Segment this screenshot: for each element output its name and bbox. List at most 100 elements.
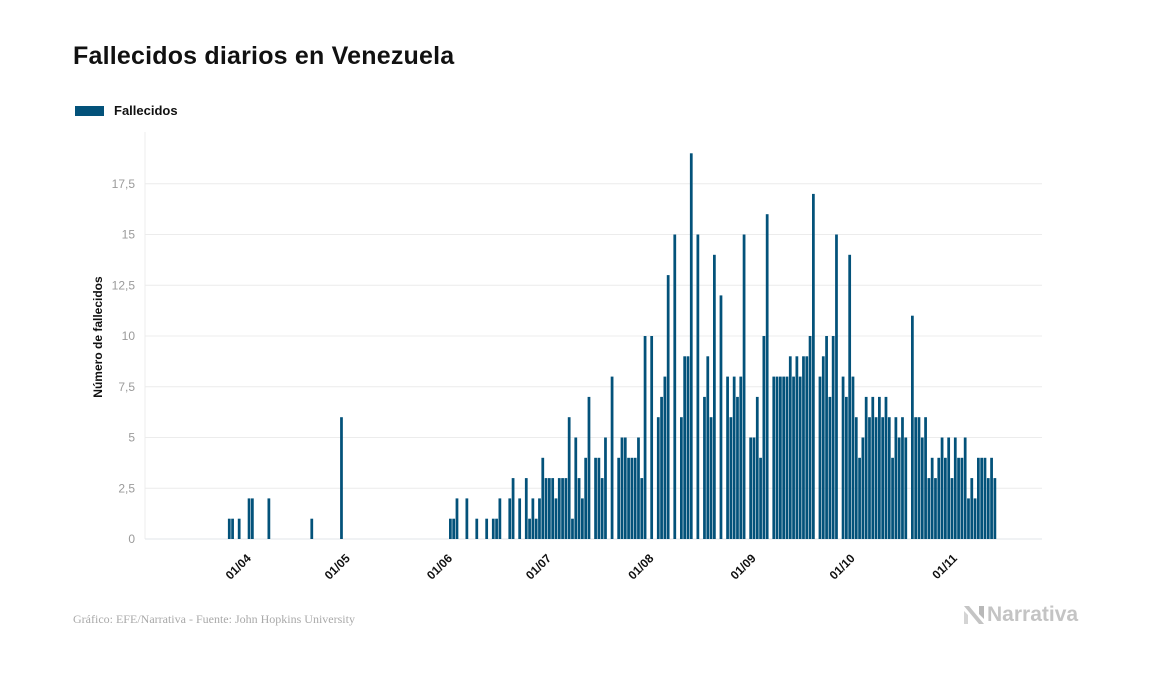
bar bbox=[953, 437, 957, 539]
bar bbox=[934, 478, 937, 539]
bar bbox=[732, 376, 736, 539]
bar bbox=[752, 437, 756, 539]
bar bbox=[528, 518, 531, 539]
bar bbox=[729, 417, 733, 539]
bar bbox=[854, 417, 858, 539]
bar bbox=[772, 376, 776, 539]
bar bbox=[937, 457, 941, 539]
bar bbox=[759, 457, 762, 539]
bar bbox=[485, 518, 489, 539]
bar bbox=[495, 518, 498, 539]
bar bbox=[544, 478, 548, 539]
x-axis-ticks: 01/04 01/05 01/06 01/07 01/08 01/09 01/10 01/11 bbox=[223, 551, 961, 582]
bars bbox=[227, 153, 997, 540]
bar bbox=[980, 457, 984, 539]
bar bbox=[831, 336, 835, 539]
bar bbox=[554, 498, 558, 539]
bar bbox=[825, 336, 828, 539]
bar bbox=[891, 457, 894, 539]
bar bbox=[633, 457, 637, 539]
bar bbox=[924, 417, 927, 539]
bar bbox=[841, 376, 845, 539]
bar bbox=[884, 396, 888, 539]
bar bbox=[897, 437, 901, 539]
bar bbox=[930, 457, 934, 539]
gridlines bbox=[144, 132, 1042, 540]
bar bbox=[673, 234, 677, 539]
bar bbox=[455, 498, 459, 539]
bar bbox=[567, 417, 571, 539]
bar bbox=[920, 437, 924, 539]
bar bbox=[963, 437, 967, 539]
bar bbox=[874, 417, 878, 539]
bar bbox=[845, 396, 848, 539]
bar bbox=[878, 396, 881, 539]
bar bbox=[911, 315, 914, 539]
x-tick-label: 01/05 bbox=[322, 551, 353, 582]
bar bbox=[604, 437, 607, 539]
bar bbox=[894, 417, 898, 539]
bar bbox=[977, 457, 980, 539]
x-tick-label: 01/06 bbox=[424, 551, 455, 582]
bar bbox=[571, 518, 574, 539]
bar bbox=[868, 417, 871, 539]
bar bbox=[600, 478, 604, 539]
bar bbox=[640, 478, 644, 539]
bar bbox=[680, 417, 683, 539]
bar bbox=[858, 457, 861, 539]
y-tick-label: 12,5 bbox=[112, 278, 136, 292]
bar bbox=[914, 417, 918, 539]
legend-label: Fallecidos bbox=[114, 103, 178, 118]
bar bbox=[739, 376, 743, 539]
bar bbox=[247, 498, 251, 539]
bar bbox=[779, 376, 782, 539]
bar bbox=[835, 234, 838, 539]
bar bbox=[656, 417, 660, 539]
bar bbox=[967, 498, 970, 539]
bar bbox=[627, 457, 630, 539]
bar bbox=[944, 457, 947, 539]
bar bbox=[231, 518, 234, 539]
x-tick-label: 01/09 bbox=[728, 551, 759, 582]
x-tick-label: 01/11 bbox=[929, 551, 960, 582]
bar bbox=[564, 478, 568, 539]
brand-logo: Narrativa bbox=[963, 603, 1078, 627]
bar bbox=[511, 478, 515, 539]
bar bbox=[719, 295, 723, 539]
bar bbox=[574, 437, 578, 539]
bar bbox=[251, 498, 254, 539]
legend-swatch bbox=[75, 105, 104, 116]
bar bbox=[584, 457, 588, 539]
bar bbox=[508, 498, 512, 539]
bar bbox=[498, 498, 502, 539]
bar bbox=[851, 376, 855, 539]
narrativa-n-logo-icon bbox=[964, 606, 984, 624]
bar bbox=[818, 376, 822, 539]
bar bbox=[940, 437, 944, 539]
bar bbox=[597, 457, 601, 539]
bar bbox=[237, 518, 241, 539]
y-tick-label: 0 bbox=[128, 532, 135, 546]
bar bbox=[541, 457, 545, 539]
bar bbox=[808, 336, 812, 539]
bar bbox=[465, 498, 469, 539]
bar bbox=[538, 498, 541, 539]
bar bbox=[452, 518, 456, 539]
bar bbox=[861, 437, 865, 539]
y-axis-ticks: 0 2,5 5 7,5 10 12,5 15 17,5 bbox=[112, 177, 136, 546]
bar bbox=[518, 498, 522, 539]
y-tick-label: 5 bbox=[128, 431, 135, 445]
bar bbox=[557, 478, 561, 539]
bar bbox=[594, 457, 597, 539]
bar bbox=[755, 396, 759, 539]
bar bbox=[983, 457, 987, 539]
bar bbox=[709, 417, 713, 539]
bar bbox=[775, 376, 779, 539]
bar bbox=[577, 478, 581, 539]
bar bbox=[821, 356, 825, 539]
bar bbox=[650, 336, 654, 539]
bar bbox=[881, 417, 885, 539]
y-axis-label: Número de fallecidos bbox=[91, 276, 105, 398]
bar bbox=[620, 437, 624, 539]
bar bbox=[990, 457, 993, 539]
